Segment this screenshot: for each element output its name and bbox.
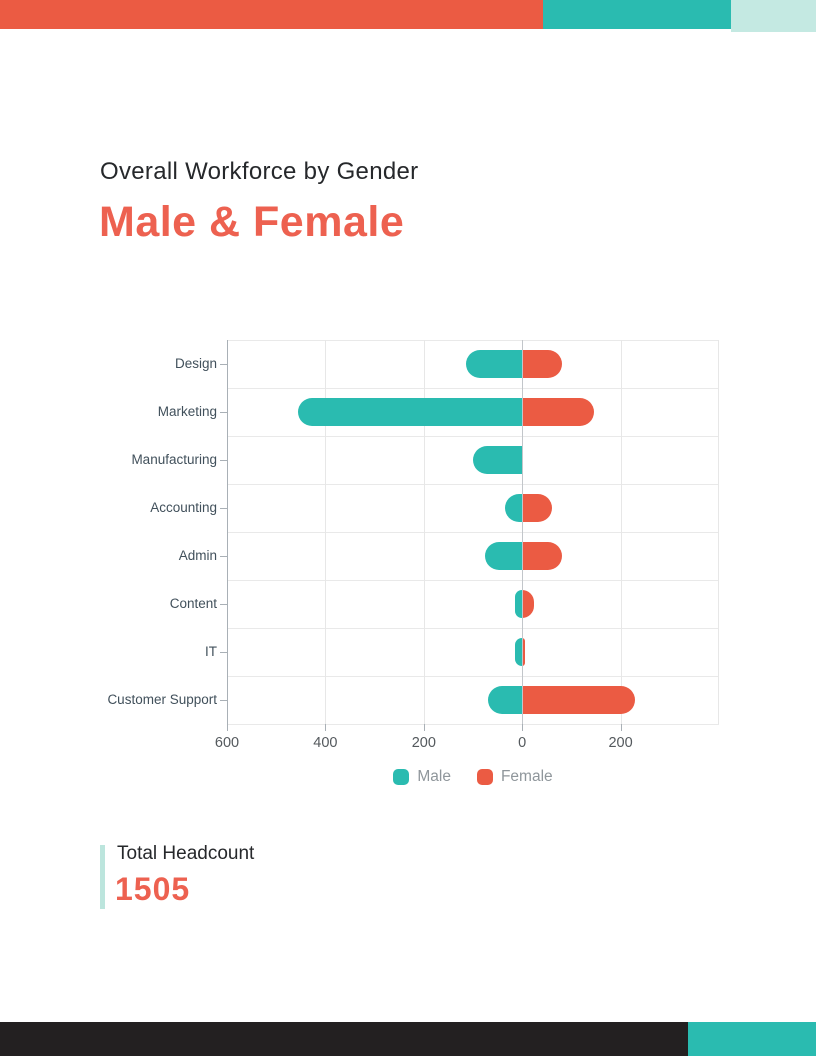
grid-line-horizontal xyxy=(227,580,719,581)
page-subtitle: Male & Female xyxy=(99,198,405,246)
summary-value: 1505 xyxy=(115,871,191,907)
bar-male-manufacturing xyxy=(473,446,523,474)
grid-line-horizontal xyxy=(227,628,719,629)
bar-male-design xyxy=(465,350,523,378)
chart-category-labels: Design Marketing Manufacturing Accounting Ad… xyxy=(0,340,217,724)
grid-line-vertical xyxy=(325,340,327,724)
workforce-bar-chart xyxy=(220,340,719,731)
x-axis-tick xyxy=(620,724,622,731)
category-label-admin: Admin xyxy=(178,548,217,563)
x-tick-label: 600 xyxy=(214,735,240,751)
category-tick xyxy=(220,460,227,461)
footer-strip-dark xyxy=(0,1022,688,1056)
category-tick xyxy=(220,556,227,557)
legend-item-female: Female xyxy=(476,768,553,786)
x-tick-label: 400 xyxy=(313,735,338,751)
legend-label-female: Female xyxy=(500,768,553,785)
header-strip-teal xyxy=(543,0,731,29)
chart-x-axis-labels: 600 400 200 0 200 xyxy=(215,735,719,755)
summary-accent-bar xyxy=(100,845,105,909)
legend-label-male: Male xyxy=(417,768,451,785)
category-tick xyxy=(220,604,227,605)
header-strip-light-teal xyxy=(731,0,816,32)
page-title: Overall Workforce by Gender xyxy=(100,158,419,185)
x-tick-label: 200 xyxy=(608,735,633,751)
category-label-marketing: Marketing xyxy=(157,404,217,419)
bar-male-admin xyxy=(485,542,523,570)
x-axis-tick xyxy=(227,724,228,731)
category-label-manufacturing: Manufacturing xyxy=(131,452,217,467)
legend-swatch-female xyxy=(476,769,493,785)
chart-legend: Male Female xyxy=(227,768,719,786)
x-tick-label: 0 xyxy=(518,735,527,751)
x-axis-tick xyxy=(325,724,327,731)
footer-strip-teal xyxy=(688,1022,816,1056)
category-tick xyxy=(220,364,227,365)
x-axis-tick xyxy=(522,724,524,731)
grid-line-vertical xyxy=(423,340,425,724)
grid-line-horizontal xyxy=(227,724,719,725)
bar-female-it xyxy=(522,638,525,666)
bar-female-customer-support xyxy=(522,686,636,714)
grid-line-horizontal xyxy=(227,532,719,533)
category-label-it: IT xyxy=(205,644,217,659)
zero-line xyxy=(522,340,524,724)
grid-line-vertical xyxy=(620,340,622,724)
y-axis-line xyxy=(227,340,228,724)
legend-item-male: Male xyxy=(393,768,451,786)
x-tick-label: 200 xyxy=(411,735,436,751)
bar-female-accounting xyxy=(522,494,552,522)
bar-male-it xyxy=(514,638,523,666)
bar-male-accounting xyxy=(504,494,523,522)
bar-female-admin xyxy=(522,542,562,570)
bar-male-customer-support xyxy=(487,686,523,714)
category-tick xyxy=(220,652,227,653)
bar-female-marketing xyxy=(522,398,594,426)
category-label-content: Content xyxy=(169,596,217,611)
grid-line-horizontal xyxy=(227,676,719,677)
bar-male-content xyxy=(514,590,523,618)
summary-label: Total Headcount xyxy=(117,843,255,864)
plot-right-border xyxy=(718,340,719,724)
category-label-design: Design xyxy=(174,356,217,371)
grid-line-horizontal xyxy=(227,484,719,485)
bar-female-design xyxy=(522,350,562,378)
grid-line-horizontal xyxy=(227,340,719,341)
category-tick xyxy=(220,412,227,413)
grid-line-horizontal xyxy=(227,388,719,389)
bar-female-content xyxy=(522,590,535,618)
x-axis-tick xyxy=(423,724,425,731)
category-tick xyxy=(220,508,227,509)
category-label-accounting: Accounting xyxy=(150,500,217,515)
category-tick xyxy=(220,700,227,701)
header-strip-red xyxy=(0,0,543,29)
grid-line-horizontal xyxy=(227,436,719,437)
bar-male-marketing xyxy=(298,398,523,426)
legend-swatch-male xyxy=(393,769,410,785)
category-label-customer-support: Customer Support xyxy=(107,692,217,707)
